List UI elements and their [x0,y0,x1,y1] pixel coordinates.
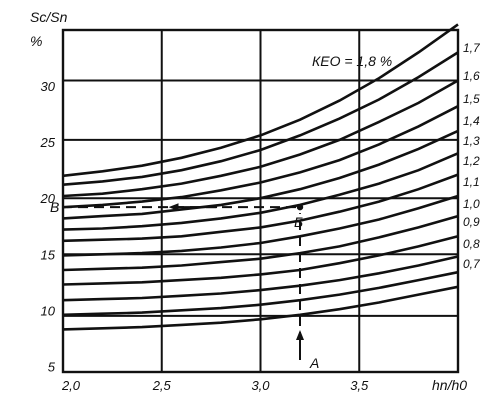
series-curve [62,129,459,220]
series-curve [62,194,459,257]
x-tick-label: 2,5 [152,378,172,393]
curve-label: 1,7 [463,41,481,55]
curve-label: 0,7 [463,257,481,271]
guide-layer [67,203,304,360]
y-axis-unit: % [30,33,42,49]
y-tick-label: 20 [40,191,56,206]
guide-point-b [296,203,304,211]
curve-label: 0,9 [463,215,480,229]
curve-label: 0,8 [463,237,480,251]
curve-label: 1,6 [463,69,480,83]
x-axis-label: hn/h0 [432,377,467,393]
series-curve [62,214,459,272]
plot-frame [61,28,460,374]
chart-title: КЕО = 1,8 % [312,53,392,69]
x-tick-label: 3,0 [251,378,270,393]
series-curve [62,270,459,317]
curve-label: 1,2 [463,154,480,168]
curve-label: 1,1 [463,175,480,189]
series-curve [62,152,459,231]
y-tick-label: 5 [48,359,56,374]
series-curve [62,51,459,186]
y-tick-label: 30 [41,79,56,94]
annotation-a: А [309,355,319,371]
series-curve [62,255,459,302]
series-curve [62,285,459,331]
grid-layer [63,30,458,372]
curve-label: 1,5 [463,92,480,106]
curve-label: 1,0 [463,197,480,211]
series-curve [62,235,459,286]
annotation-b: Б [294,214,303,230]
y-tick-label: 15 [41,247,56,262]
y-tick-label: 10 [41,303,56,318]
y-axis-label: Sc/Sn [30,9,68,25]
text-layer: 1,7 1,6 1,5 1,4 1,3 1,2 1,1 1,0 0,9 0,8 0,7 5 10 15 20… [30,9,481,393]
curve-label: 1,4 [463,114,480,128]
curve-layer [62,23,459,331]
series-curve [62,79,459,198]
series-curve [62,105,459,209]
x-tick-label: 3,5 [350,378,369,393]
series-curve [62,173,459,243]
y-tick-label: 25 [40,135,56,150]
series-curve [62,23,459,178]
annotation-v: В [50,199,59,215]
curve-label: 1,3 [463,134,480,148]
x-tick-label: 2,0 [61,378,81,393]
